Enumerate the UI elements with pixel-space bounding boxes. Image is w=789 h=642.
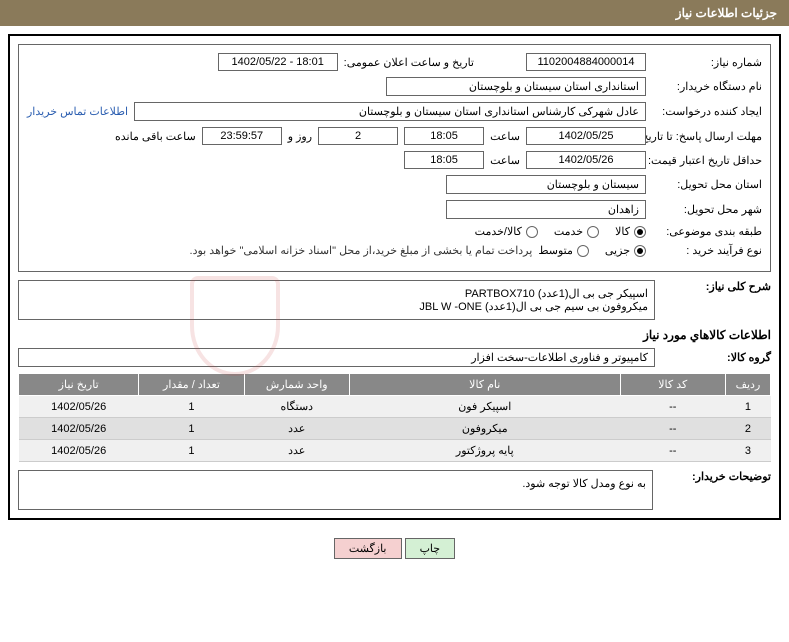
th-code: کد کالا xyxy=(620,374,725,396)
footer-buttons: چاپ بازگشت xyxy=(0,528,789,569)
th-row: ردیف xyxy=(725,374,770,396)
table-row: 3 -- پایه پروژکتور عدد 1 1402/05/26 xyxy=(19,440,771,462)
purchase-type-label: نوع فرآیند خرید : xyxy=(652,244,762,257)
ptype-radio-medium[interactable]: متوسط xyxy=(538,244,589,257)
min-validity-label: حداقل تاریخ اعتبار قیمت: تا تاریخ: xyxy=(652,154,762,167)
ptype-radio-minor[interactable]: جزیی xyxy=(605,244,646,257)
table-row: 2 -- میکروفون عدد 1 1402/05/26 xyxy=(19,418,771,440)
cat-radio-both[interactable]: کالا/خدمت xyxy=(475,225,538,238)
buyer-notes-label: توضیحات خریدار: xyxy=(661,470,771,483)
print-button[interactable]: چاپ xyxy=(405,538,456,559)
need-desc-line2: میکروفون بی سیم جی بی ال(1عدد) JBL W -ON… xyxy=(25,300,648,313)
min-validity-time: 18:05 xyxy=(404,151,484,169)
page-header: جزئیات اطلاعات نیاز xyxy=(0,0,789,26)
announce-field: 1402/05/22 - 18:01 xyxy=(218,53,338,71)
radio-icon xyxy=(634,226,646,238)
need-desc-line1: اسپیکر جی بی ال(1عدد) PARTBOX710 xyxy=(25,287,648,300)
category-radios: کالا خدمت کالا/خدمت xyxy=(475,225,646,238)
radio-icon xyxy=(577,245,589,257)
deadline-send-label: مهلت ارسال پاسخ: تا تاریخ: xyxy=(652,130,762,143)
goods-table: ردیف کد کالا نام کالا واحد شمارش تعداد /… xyxy=(18,373,771,462)
delivery-prov-field: سیستان و بلوچستان xyxy=(446,175,646,194)
countdown: 23:59:57 xyxy=(202,127,282,145)
requester-field: عادل شهرکی کارشناس استانداری استان سیستا… xyxy=(134,102,646,121)
need-desc-label: شرح کلی نیاز: xyxy=(661,280,771,293)
buyer-org-label: نام دستگاه خریدار: xyxy=(652,80,762,93)
purchase-type-radios: جزیی متوسط xyxy=(538,244,646,257)
purchase-note: پرداخت تمام یا بخشی از مبلغ خرید،از محل … xyxy=(190,244,533,257)
category-label: طبقه بندی موضوعی: xyxy=(652,225,762,238)
radio-icon xyxy=(634,245,646,257)
goods-info-title: اطلاعات کالاهاي مورد نیاز xyxy=(18,328,771,342)
buyer-notes-box: به نوع ومدل کالا توجه شود. xyxy=(18,470,653,510)
days-count: 2 xyxy=(318,127,398,145)
details-box: شماره نیاز: 1102004884000014 تاریخ و ساع… xyxy=(18,44,771,272)
time-label-2: ساعت xyxy=(490,154,520,167)
min-validity-date: 1402/05/26 xyxy=(526,151,646,169)
page-title: جزئیات اطلاعات نیاز xyxy=(676,6,777,20)
th-date: تاریخ نیاز xyxy=(19,374,139,396)
radio-icon xyxy=(587,226,599,238)
need-no-field: 1102004884000014 xyxy=(526,53,646,71)
buyer-org-field: استانداری استان سیستان و بلوچستان xyxy=(386,77,646,96)
th-qty: تعداد / مقدار xyxy=(139,374,244,396)
table-row: 1 -- اسپیکر فون دستگاه 1 1402/05/26 xyxy=(19,396,771,418)
cat-radio-service[interactable]: خدمت xyxy=(554,225,599,238)
goods-group-field: کامپیوتر و فناوری اطلاعات-سخت افزار xyxy=(18,348,655,367)
time-label-1: ساعت xyxy=(490,130,520,143)
announce-label: تاریخ و ساعت اعلان عمومی: xyxy=(344,56,474,69)
delivery-city-field: زاهدان xyxy=(446,200,646,219)
need-desc-box: اسپیکر جی بی ال(1عدد) PARTBOX710 میکروفو… xyxy=(18,280,655,320)
deadline-send-date: 1402/05/25 xyxy=(526,127,646,145)
th-unit: واحد شمارش xyxy=(244,374,349,396)
cat-radio-goods[interactable]: کالا xyxy=(615,225,646,238)
requester-label: ایجاد کننده درخواست: xyxy=(652,105,762,118)
days-word: روز و xyxy=(288,130,312,143)
main-frame: شماره نیاز: 1102004884000014 تاریخ و ساع… xyxy=(8,34,781,520)
delivery-prov-label: استان محل تحویل: xyxy=(652,178,762,191)
buyer-contact-link[interactable]: اطلاعات تماس خریدار xyxy=(27,105,128,118)
delivery-city-label: شهر محل تحویل: xyxy=(652,203,762,216)
radio-icon xyxy=(526,226,538,238)
goods-group-label: گروه کالا: xyxy=(661,351,771,364)
remaining-label: ساعت باقی مانده xyxy=(115,130,196,143)
need-no-label: شماره نیاز: xyxy=(652,56,762,69)
back-button[interactable]: بازگشت xyxy=(334,538,402,559)
deadline-send-time: 18:05 xyxy=(404,127,484,145)
th-name: نام کالا xyxy=(349,374,620,396)
